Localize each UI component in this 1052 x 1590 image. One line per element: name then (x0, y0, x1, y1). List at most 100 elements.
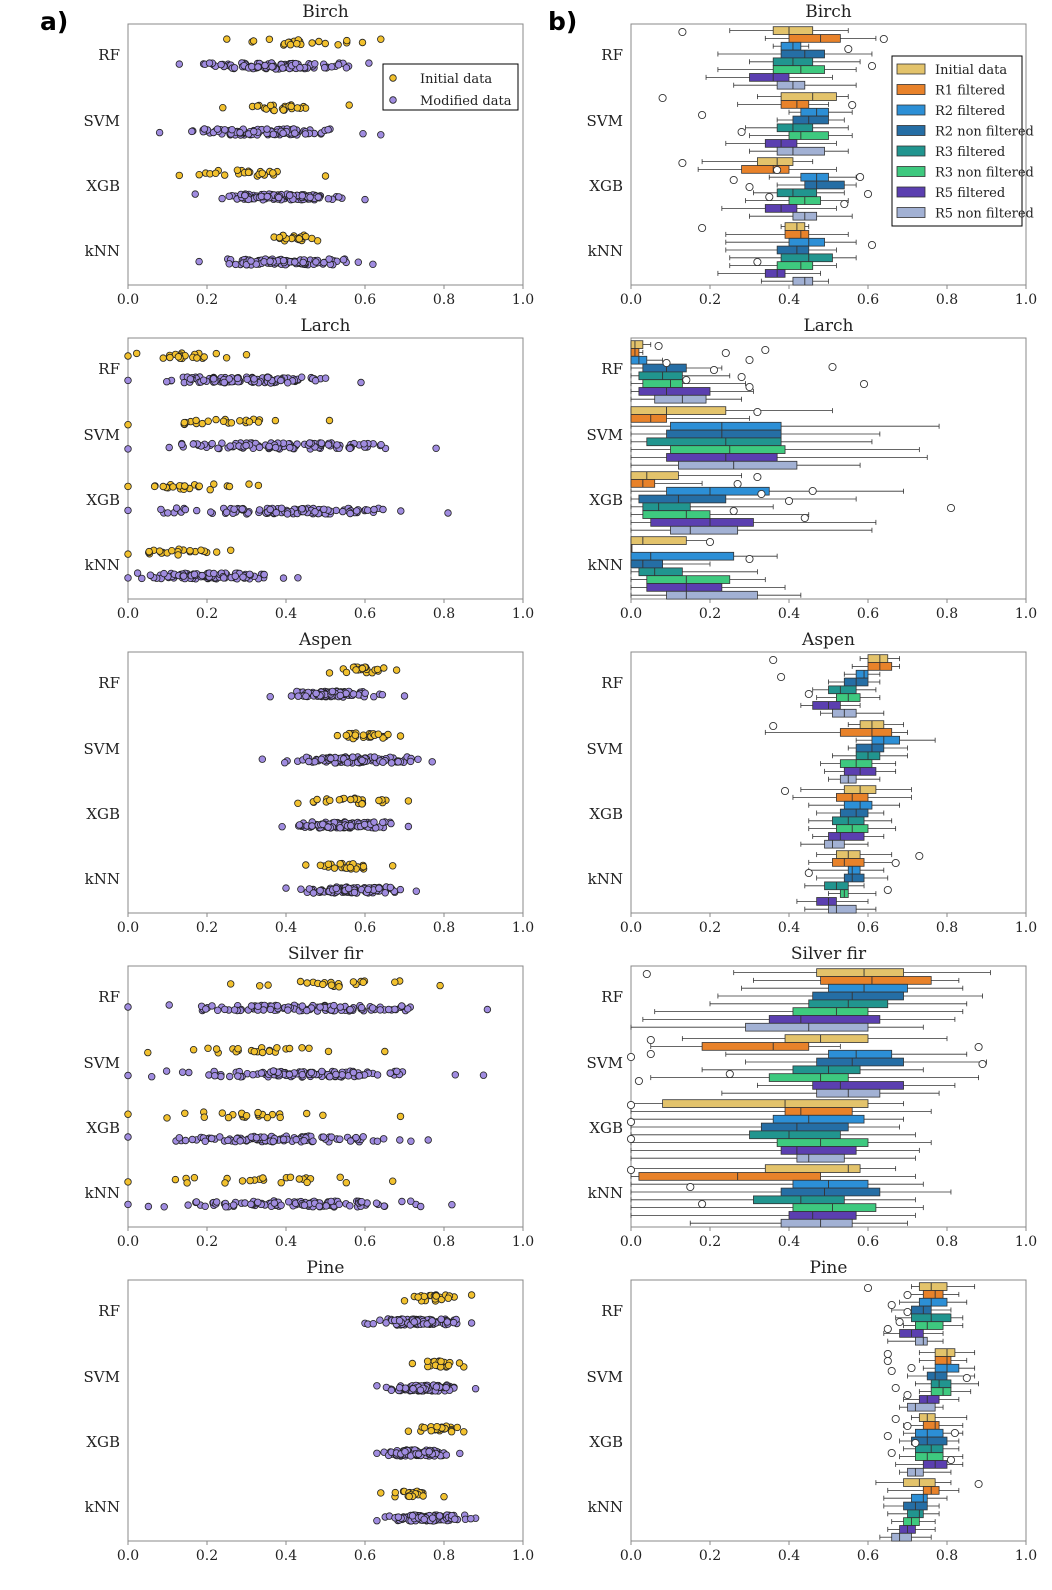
box-r1-filtered (903, 1421, 964, 1430)
modified-data-point (191, 190, 199, 198)
box-iqr (749, 1130, 841, 1140)
modified-data-point (242, 441, 250, 450)
box-r3-filtered (804, 881, 865, 891)
modified-data-point (291, 129, 299, 137)
box-r5-non-filtered (689, 1218, 908, 1228)
modified-data-point (355, 1072, 363, 1080)
modified-data-point (249, 1070, 257, 1079)
box-r2-filtered (630, 1179, 924, 1189)
box-r5-non-filtered (899, 1402, 944, 1412)
boxplot-aspen: Aspen RF SVM XGB kNN 0.0 0.2 0.4 0.6 0.8 1.0 (587, 630, 1038, 936)
box-initial-data (733, 968, 991, 977)
modified-data-point (424, 1136, 432, 1144)
modified-data-point (397, 507, 405, 515)
y-tick-label-rf: RF (98, 46, 120, 64)
box-r2-non-filtered (630, 559, 711, 569)
modified-data-point (160, 1203, 168, 1211)
box-initial-data (757, 92, 849, 101)
outlier-point (867, 240, 877, 250)
outlier-point (745, 355, 754, 365)
initial-data-point (233, 166, 242, 174)
initial-data-point (256, 982, 264, 990)
legend-panel-b: Initial data R1 filtered R2 filtered R2 non… (891, 55, 1034, 227)
modified-data-point (442, 1451, 451, 1459)
modified-data-point (306, 439, 314, 447)
y-tick-label-xgb: XGB (86, 177, 120, 195)
modified-data-point (387, 1386, 396, 1394)
initial-data-point (420, 1423, 429, 1432)
initial-data-point (381, 1047, 389, 1056)
modified-data-point (200, 125, 209, 133)
initial-data-point (175, 171, 183, 180)
initial-data-point (384, 730, 392, 739)
box-r2-non-filtered (883, 1501, 940, 1511)
outlier-point (808, 486, 817, 496)
subplot-title: Birch (302, 2, 349, 22)
box-iqr (907, 1402, 936, 1412)
box-r5-filtered (800, 701, 861, 710)
x-tick-label: 0.4 (778, 920, 800, 936)
box-iqr (630, 536, 687, 545)
box-iqr (918, 1395, 940, 1404)
outlier-point (646, 1049, 655, 1059)
modified-data-point (307, 1068, 315, 1077)
box-r3-non-filtered (903, 1321, 964, 1330)
initial-data-point (324, 1047, 333, 1056)
x-tick-label: 0.2 (699, 1548, 721, 1564)
box-iqr (764, 269, 786, 278)
box-r2-non-filtered (828, 677, 881, 687)
initial-data-point (359, 731, 368, 739)
outlier-point (883, 1349, 892, 1359)
legend-entry-label: R5 non filtered (935, 207, 1034, 222)
initial-data-point (375, 796, 383, 805)
box-iqr (907, 1509, 924, 1519)
modified-data-point (155, 128, 164, 137)
box-iqr (792, 1203, 877, 1212)
box-r3-filtered (812, 685, 877, 695)
box-iqr (776, 245, 810, 255)
box-iqr (638, 567, 683, 577)
modified-data-point (369, 1319, 377, 1328)
initial-data-point (377, 35, 385, 43)
modified-data-point (230, 1006, 239, 1014)
x-tick-label: 1.0 (1015, 1548, 1037, 1564)
box-r1-filtered (630, 1172, 916, 1181)
box-r5-filtered (630, 583, 786, 592)
initial-data-point (238, 1177, 247, 1185)
modified-data-point (349, 690, 358, 698)
modified-data-point (252, 260, 260, 268)
modified-data-point (325, 255, 333, 263)
modified-data-point (208, 1002, 216, 1010)
box-r5-non-filtered (630, 1022, 924, 1032)
box-iqr (772, 26, 814, 35)
outlier-point (863, 189, 873, 199)
modified-data-point (302, 692, 310, 700)
box-iqr (816, 968, 904, 977)
modified-data-point (442, 1383, 450, 1392)
box-iqr (654, 394, 707, 404)
box-r2-filtered (630, 486, 904, 496)
box-r5-non-filtered (800, 839, 869, 849)
outlier-point (745, 382, 754, 392)
x-tick-label: 0.4 (275, 920, 297, 936)
stripplot-aspen: Aspen RF SVM XGB kNN 0.0 0.2 0.4 0.6 0.8 1.0 (84, 630, 535, 936)
legend-entry-label: R3 non filtered (935, 166, 1034, 181)
outlier-point (883, 1324, 892, 1334)
modified-data-point (247, 1200, 255, 1208)
y-tick-label-rf: RF (601, 46, 623, 64)
box-r3-non-filtered (745, 196, 849, 205)
modified-data-point (359, 1133, 367, 1141)
box-iqr (792, 115, 829, 125)
box-r1-filtered (753, 976, 960, 985)
modified-data-point (414, 755, 422, 763)
initial-data-point (206, 486, 214, 494)
initial-data-point (296, 977, 305, 986)
box-r5-non-filtered (887, 1336, 944, 1346)
box-iqr (630, 471, 679, 480)
modified-data-point (286, 191, 294, 199)
y-tick-label-rf: RF (98, 674, 120, 692)
initial-data-point (174, 551, 182, 559)
initial-data-point (358, 664, 367, 673)
modified-data-point (336, 691, 344, 700)
modified-data-point (217, 1072, 225, 1081)
